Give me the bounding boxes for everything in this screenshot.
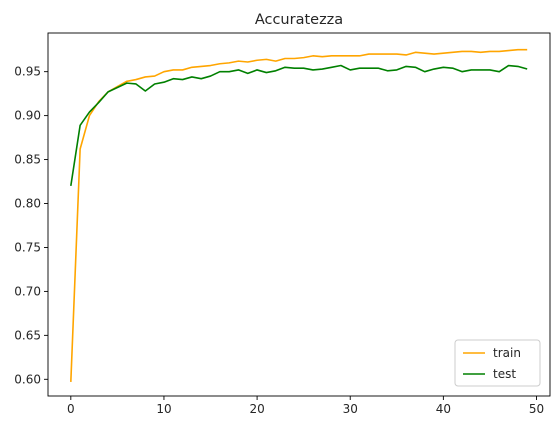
series-line-train	[70, 48, 528, 382]
y-tick-label: 0.80	[14, 197, 41, 211]
y-tick-label: 0.60	[14, 372, 41, 386]
x-tick-label: 10	[156, 402, 171, 416]
y-tick-label: 0.90	[14, 109, 41, 123]
y-tick-label: 0.65	[14, 328, 41, 342]
legend-label-train: train	[493, 346, 521, 360]
y-tick-label: 0.95	[14, 65, 41, 79]
x-tick-label: 20	[249, 402, 264, 416]
x-tick-label: 50	[529, 402, 544, 416]
axes-frame	[47, 32, 551, 397]
legend-label-test: test	[493, 367, 516, 381]
x-tick-label: 30	[343, 402, 358, 416]
y-tick-label: 0.70	[14, 284, 41, 298]
y-tick-label: 0.85	[14, 153, 41, 167]
plot-area: 0 10 20 30 40 50 0.60 0.65 0.70 0.75 0.80 0.85 0.90 0…	[14, 32, 551, 416]
series-line-test	[70, 64, 528, 187]
x-tick-label: 0	[67, 402, 75, 416]
chart-title: Accuratezza	[255, 12, 343, 28]
x-tick-label: 40	[436, 402, 451, 416]
y-tick-label: 0.75	[14, 240, 41, 254]
